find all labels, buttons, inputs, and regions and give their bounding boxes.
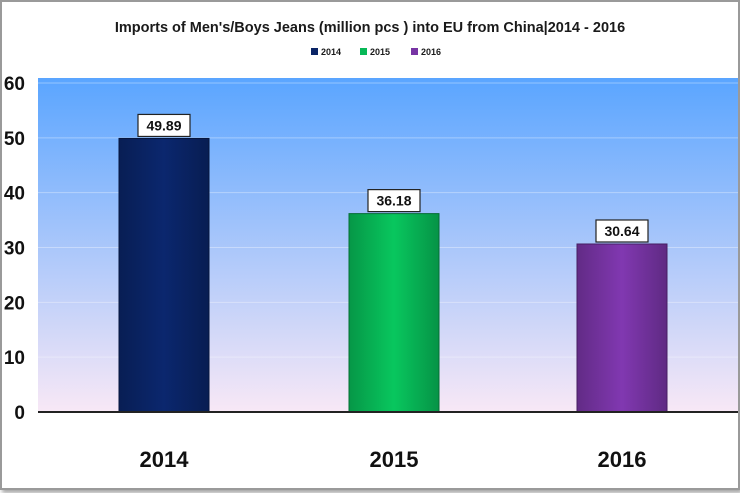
bar-2015 [348, 213, 440, 413]
x-tick-label: 2015 [370, 447, 419, 472]
y-tick-label: 40 [4, 184, 25, 205]
y-tick-label: 50 [4, 129, 25, 150]
chart-title: Imports of Men's/Boys Jeans (million pcs… [115, 20, 625, 36]
legend-label: 2014 [321, 47, 341, 57]
data-label-box [367, 189, 421, 213]
data-label-box [595, 219, 649, 243]
x-tick-label: 2016 [598, 447, 647, 472]
bar-2014 [118, 137, 210, 413]
legend-swatch [360, 48, 367, 55]
data-label: 30.64 [604, 223, 639, 239]
data-label: 49.89 [146, 117, 181, 133]
x-axis-ticks: 2014 2015 2016 [140, 447, 647, 472]
data-label: 36.18 [376, 193, 411, 209]
y-tick-label: 0 [14, 403, 25, 424]
legend-swatch [311, 48, 318, 55]
legend-label: 2016 [421, 47, 441, 57]
legend-label: 2015 [370, 47, 390, 57]
bars: 49.89 36.18 30.64 [118, 113, 668, 413]
y-axis-ticks: 0 10 20 30 40 50 60 [4, 74, 25, 424]
legend: 2014 2015 2016 [311, 47, 441, 57]
legend-swatch [411, 48, 418, 55]
y-tick-label: 60 [4, 74, 25, 95]
y-tick-label: 20 [4, 293, 25, 314]
x-tick-label: 2014 [140, 447, 190, 472]
y-tick-label: 30 [4, 239, 25, 260]
bar-2016 [576, 243, 668, 413]
y-tick-label: 10 [4, 348, 25, 369]
data-label-box [137, 113, 191, 138]
